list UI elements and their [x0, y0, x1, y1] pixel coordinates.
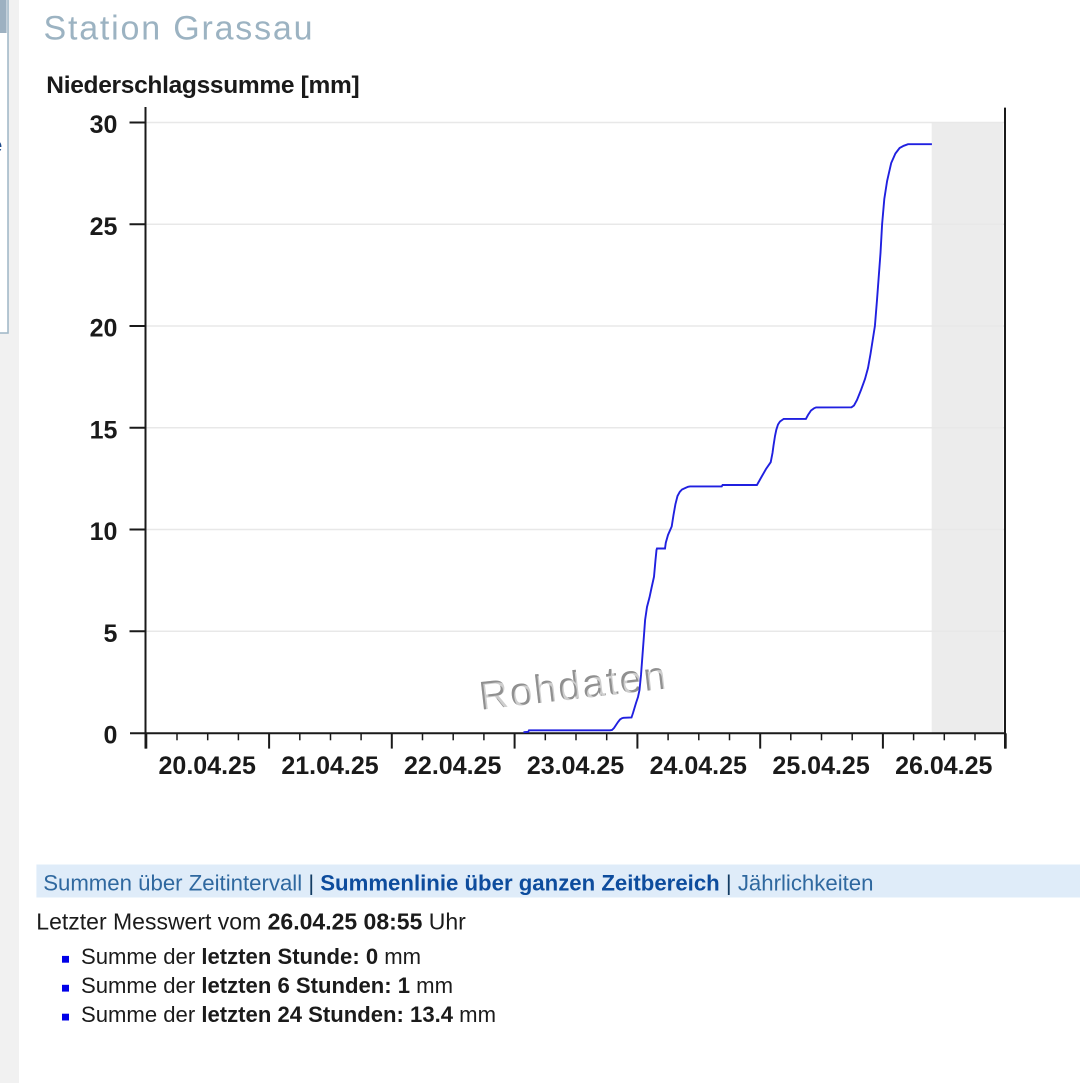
svg-text:26.04.25: 26.04.25 [895, 752, 992, 780]
svg-text:21.04.25: 21.04.25 [281, 752, 378, 780]
svg-text:22.04.25: 22.04.25 [404, 752, 501, 780]
svg-text:e: e [0, 135, 2, 157]
svg-text:Summe der letzten 6 Stunden: 1: Summe der letzten 6 Stunden: 1 mm [81, 973, 453, 998]
svg-text:Niederschlagssumme [mm]: Niederschlagssumme [mm] [46, 72, 359, 99]
svg-text:Summen über Zeitintervall | Su: Summen über Zeitintervall | Summenlinie … [43, 870, 873, 895]
svg-text:20: 20 [90, 315, 118, 343]
svg-text:30: 30 [90, 111, 118, 139]
svg-text:10: 10 [90, 518, 118, 546]
svg-text:Summe der letzten Stunde: 0 mm: Summe der letzten Stunde: 0 mm [81, 944, 421, 969]
svg-text:0: 0 [103, 722, 117, 750]
svg-text:20.04.25: 20.04.25 [159, 752, 256, 780]
svg-text:15: 15 [90, 416, 118, 444]
svg-text:25: 25 [90, 213, 118, 241]
svg-text:23.04.25: 23.04.25 [527, 752, 624, 780]
svg-text:24.04.25: 24.04.25 [650, 752, 747, 780]
svg-text:Letzter Messwert vom 26.04.25: Letzter Messwert vom 26.04.25 08:55 Uhr [36, 909, 466, 935]
svg-text:Station Grassau: Station Grassau [44, 9, 315, 47]
svg-text:5: 5 [103, 620, 117, 648]
svg-text:25.04.25: 25.04.25 [772, 752, 869, 780]
svg-text:Summe der letzten 24 Stunden:: Summe der letzten 24 Stunden: 13.4 mm [81, 1002, 496, 1027]
